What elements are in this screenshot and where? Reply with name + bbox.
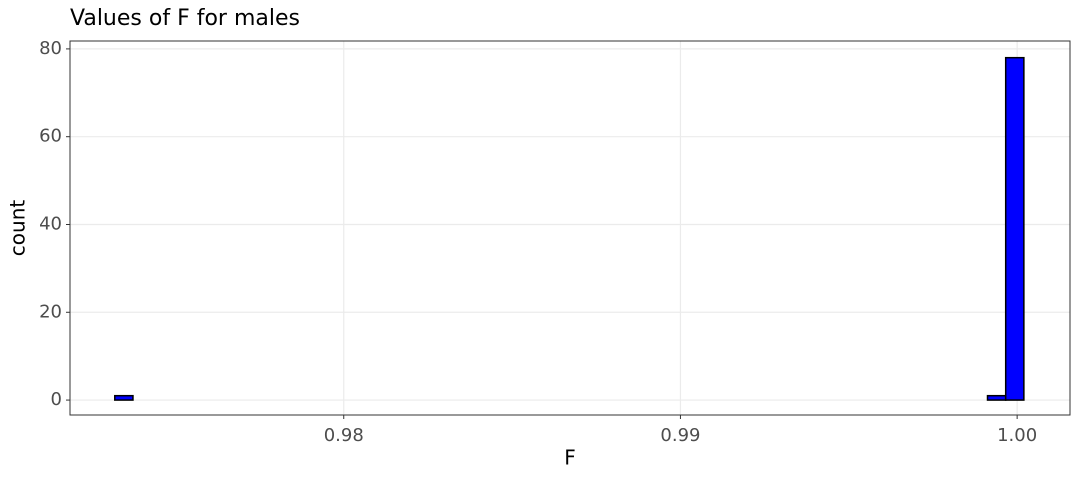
- y-tick-label: 80: [39, 38, 62, 59]
- y-tick-label: 0: [51, 389, 62, 410]
- bar: [986, 394, 1007, 401]
- y-tick-label: 20: [39, 301, 62, 322]
- bars: [114, 56, 1025, 401]
- bar: [114, 394, 134, 401]
- chart-title: Values of F for males: [70, 6, 300, 31]
- panel-border: [69, 40, 1071, 416]
- x-tick-label: 0.99: [660, 425, 700, 446]
- y-tick-label: 40: [39, 213, 62, 234]
- y-tick-label: 60: [39, 126, 62, 147]
- bar: [1004, 56, 1025, 401]
- x-axis-label: F: [564, 446, 576, 470]
- x-tick-label: 0.98: [324, 425, 364, 446]
- x-tick-label: 1.00: [997, 425, 1037, 446]
- y-axis-label: count: [6, 200, 30, 257]
- grid: [70, 41, 1070, 415]
- axes: 0 20 40 60 80 0.98 0.99 1.00: [39, 38, 1037, 446]
